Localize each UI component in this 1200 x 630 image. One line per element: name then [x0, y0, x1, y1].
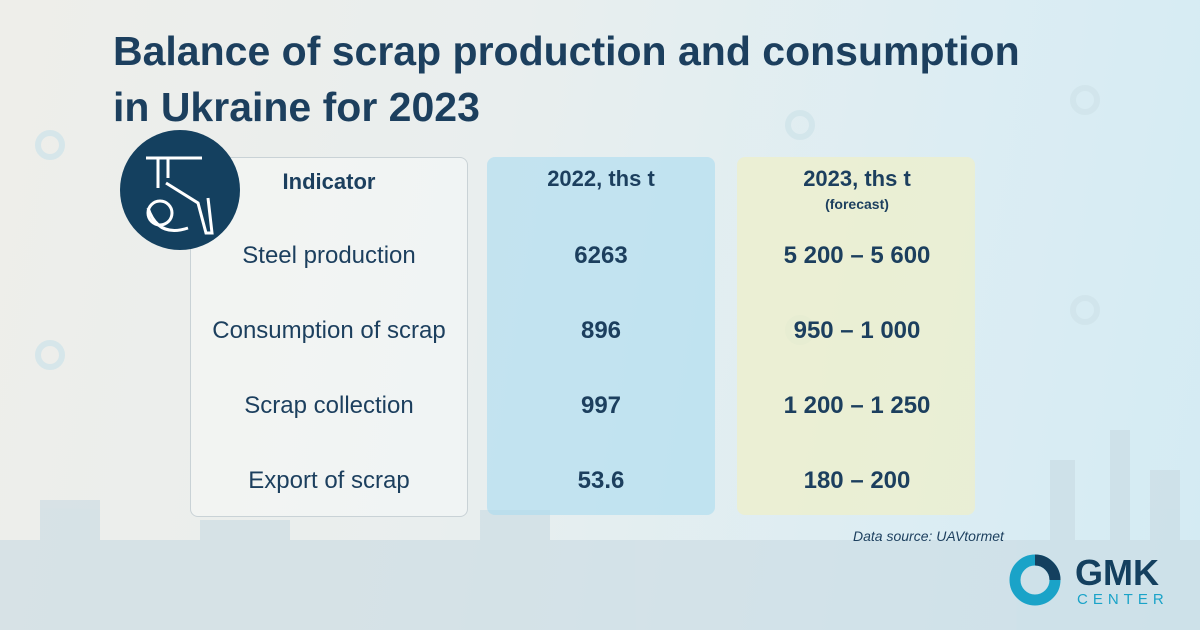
icon	[120, 130, 240, 250]
source: Data source: UAVtormet	[853, 528, 1004, 544]
title-line: in Ukraine for 2023	[113, 84, 480, 130]
row-label: Consumption of scrap	[212, 317, 446, 344]
logo-subtext: CENTER	[1077, 591, 1169, 608]
column-note: (forecast)	[825, 196, 889, 212]
column-header: 2022, ths t	[547, 166, 655, 191]
column-header: 2023, ths t	[803, 166, 911, 191]
indicator-column	[190, 157, 468, 517]
cell-value: 997	[580, 392, 622, 419]
cell-value: 950 – 1 000	[793, 317, 921, 344]
cell-value: 53.6	[577, 467, 625, 494]
cell-value: 1 200 – 1 250	[783, 392, 931, 419]
factory-silhouette	[0, 430, 1200, 630]
title-line: Balance of scrap production and consumpt…	[113, 28, 1020, 74]
cell-value: 896	[580, 317, 622, 344]
row-label: Export of scrap	[248, 467, 410, 494]
cell-value: 6263	[574, 242, 628, 269]
row-label: Scrap collection	[244, 392, 414, 419]
year-2023-column	[737, 157, 975, 515]
logo-mark	[1009, 554, 1061, 606]
row-label: Steel production	[242, 242, 416, 269]
cell-value: 180 – 200	[803, 467, 911, 494]
year-2022-column	[487, 157, 715, 515]
column-header: Indicator	[282, 169, 376, 194]
cell-value: 5 200 – 5 600	[783, 242, 931, 269]
logo-text: GMK	[1075, 552, 1159, 593]
